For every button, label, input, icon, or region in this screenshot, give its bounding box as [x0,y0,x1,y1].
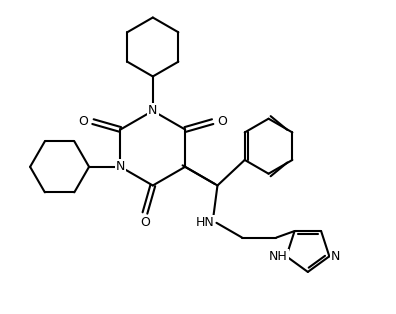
Text: HN: HN [195,216,214,229]
Text: O: O [140,216,150,229]
Text: N: N [148,104,158,117]
Text: N: N [116,160,125,173]
Text: O: O [217,115,227,128]
Text: O: O [78,115,88,128]
Text: NH: NH [269,250,288,263]
Text: N: N [331,250,340,263]
